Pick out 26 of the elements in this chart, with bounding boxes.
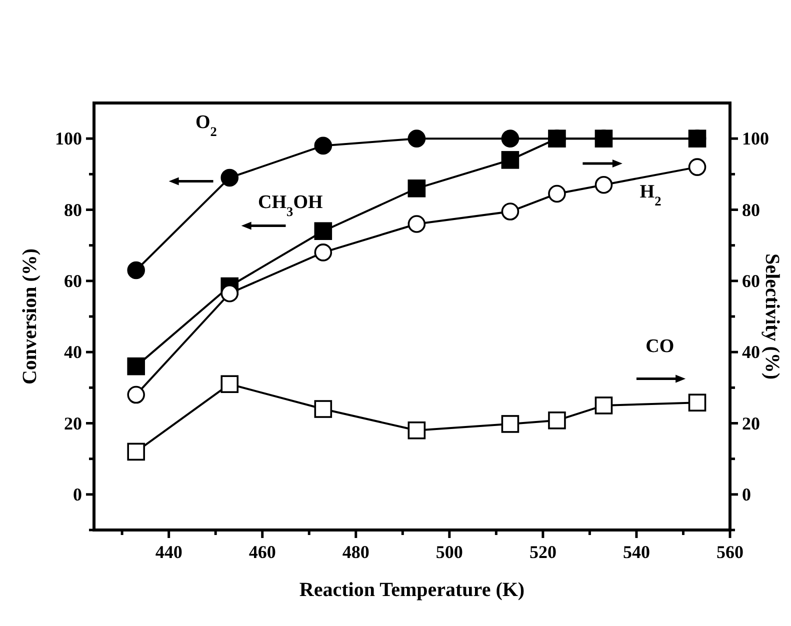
y2-tick-label: 40 [742,342,760,362]
series-label: H$_{2}$ [640,181,662,208]
y-tick-label: 60 [64,270,82,291]
y-tick-label: 20 [64,413,82,434]
x-tick-label: 560 [716,542,744,562]
y2-tick-label: 20 [742,413,760,434]
y-tick-label: 100 [55,128,82,149]
x-tick-label: 460 [248,542,276,562]
y2-tick-label: 80 [742,200,760,220]
y-tick-label: 80 [64,200,82,220]
y-tick-label: 0 [73,484,82,504]
y2-tick-label: 100 [742,128,769,149]
x-tick-label: 480 [342,542,370,562]
series-label: O$_{2}$ [196,112,218,138]
y2-tick-label: 60 [742,270,760,291]
y-tick-label: 40 [64,342,82,362]
x-tick-label: 540 [622,542,650,562]
y-axis-title: Conversion (%) [19,248,41,385]
x-tick-label: 520 [529,542,556,562]
text: CO [646,336,674,358]
series-label: CH$_{3}$OH [258,192,323,218]
x-tick-label: 440 [155,542,182,562]
x-axis-title: Reaction Temperature (K) [299,579,525,601]
y2-axis-title: Selectivity (%) [761,253,783,380]
x-tick-label: 500 [436,542,463,562]
y2-tick-label: 0 [742,484,751,504]
